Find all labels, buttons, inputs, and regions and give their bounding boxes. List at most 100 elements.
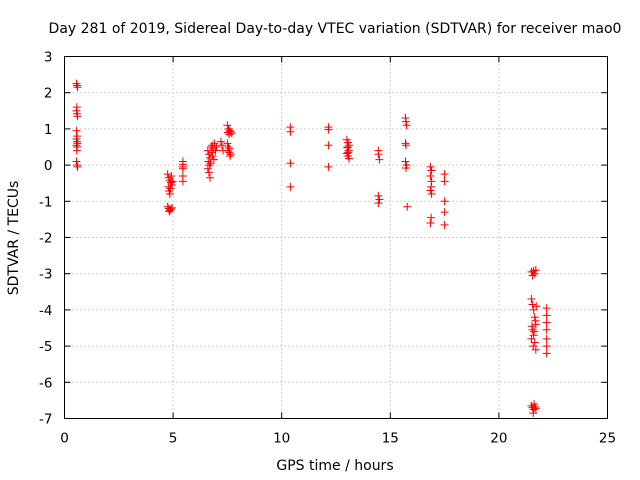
y-tick-label: 2 xyxy=(44,86,53,102)
y-tick-label: -1 xyxy=(39,194,52,210)
data-point xyxy=(163,170,172,179)
data-point xyxy=(178,164,187,173)
data-point xyxy=(542,325,551,334)
data-point xyxy=(225,148,234,157)
data-point xyxy=(531,404,540,413)
data-point xyxy=(286,182,295,191)
y-tick-label: -6 xyxy=(39,375,52,391)
data-point xyxy=(403,202,412,211)
data-point xyxy=(427,190,436,199)
data-point xyxy=(344,148,353,157)
data-point xyxy=(204,168,213,177)
data-point xyxy=(167,171,176,180)
data-point xyxy=(286,159,295,168)
data-point xyxy=(208,152,217,161)
data-point xyxy=(72,157,81,166)
data-point xyxy=(542,304,551,313)
data-point xyxy=(224,143,233,151)
data-point xyxy=(527,322,536,331)
data-point xyxy=(217,141,226,150)
data-point xyxy=(542,311,551,320)
data-point xyxy=(401,117,410,126)
data-point xyxy=(440,220,449,229)
y-tick-label: 1 xyxy=(44,122,53,138)
data-point xyxy=(542,318,551,327)
y-tick-label: 3 xyxy=(44,50,53,66)
data-point xyxy=(165,207,174,216)
data-point xyxy=(223,139,232,148)
x-tick-label: 15 xyxy=(382,431,399,447)
data-points xyxy=(72,79,551,418)
data-point xyxy=(427,213,436,222)
y-axis-label: SDTVAR / TECUs xyxy=(6,181,22,296)
data-point xyxy=(440,208,449,217)
data-point xyxy=(542,349,551,358)
data-point xyxy=(165,190,174,199)
data-point xyxy=(72,146,81,155)
data-point xyxy=(286,127,295,136)
data-point xyxy=(206,159,215,168)
data-point xyxy=(532,302,541,311)
chart-title: Day 281 of 2019, Sidereal Day-to-day VTE… xyxy=(49,21,622,37)
data-point xyxy=(203,164,212,173)
data-point xyxy=(324,162,333,171)
data-point xyxy=(530,400,539,409)
x-tick-label: 10 xyxy=(273,431,290,447)
data-point xyxy=(374,191,383,200)
data-point xyxy=(374,150,383,159)
data-point xyxy=(401,163,410,172)
data-point xyxy=(426,162,435,171)
data-point xyxy=(531,345,540,354)
y-tick-label: -4 xyxy=(39,303,52,319)
data-point xyxy=(530,327,539,336)
data-point xyxy=(402,121,411,130)
x-tick-label: 5 xyxy=(169,431,178,447)
data-point xyxy=(440,170,449,179)
x-tick-labels: 0 5 10 15 20 25 xyxy=(60,431,616,447)
y-tick-label: -7 xyxy=(39,412,52,428)
data-point xyxy=(542,342,551,351)
data-point xyxy=(375,195,384,204)
data-point xyxy=(73,112,82,121)
data-point xyxy=(426,171,435,180)
data-point xyxy=(178,177,187,186)
data-point xyxy=(223,121,232,130)
data-point xyxy=(529,409,538,418)
data-point xyxy=(542,334,551,343)
data-point xyxy=(440,177,449,186)
x-tick-label: 25 xyxy=(599,431,616,447)
data-point xyxy=(531,316,540,325)
data-point xyxy=(212,143,221,151)
data-point xyxy=(530,338,539,347)
data-point xyxy=(168,177,177,186)
data-point xyxy=(205,161,214,170)
data-point xyxy=(206,173,215,182)
data-point xyxy=(211,146,220,155)
data-point xyxy=(227,129,236,138)
data-point xyxy=(168,181,177,190)
grid xyxy=(64,56,608,419)
data-point xyxy=(426,186,435,195)
data-point xyxy=(207,148,216,157)
data-point xyxy=(324,141,333,150)
data-point xyxy=(374,199,383,208)
data-point xyxy=(324,125,333,134)
data-point xyxy=(527,295,536,304)
data-point xyxy=(73,162,82,171)
data-point xyxy=(73,83,82,92)
data-point xyxy=(209,155,218,164)
plot-frame xyxy=(64,56,608,419)
data-point xyxy=(375,155,384,164)
data-point xyxy=(401,141,410,150)
axis-ticks xyxy=(64,56,608,419)
data-point xyxy=(530,269,539,278)
data-point xyxy=(72,126,81,135)
data-point xyxy=(204,157,213,166)
data-point xyxy=(528,325,537,334)
data-point xyxy=(531,266,540,275)
data-point xyxy=(427,166,436,175)
x-tick-label: 0 xyxy=(60,431,69,447)
data-point xyxy=(72,79,81,88)
data-point xyxy=(216,137,225,146)
